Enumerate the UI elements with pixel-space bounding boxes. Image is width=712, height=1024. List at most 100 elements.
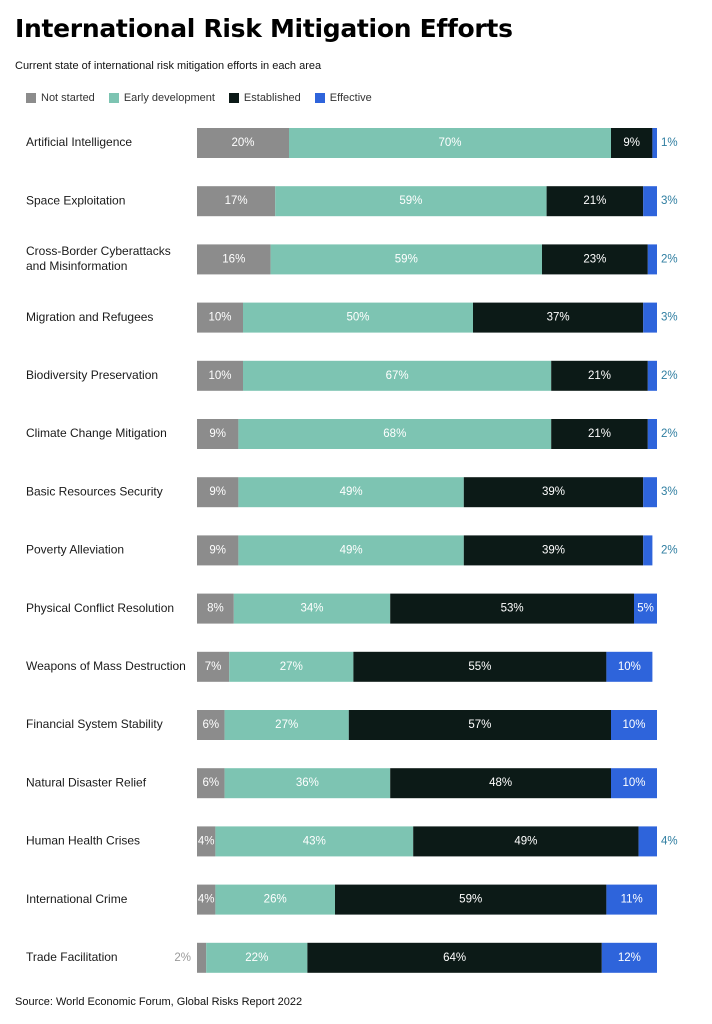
- data-label-weapons-of-mass-destruction-not-started: 7%: [205, 661, 222, 673]
- data-label-migration-and-refugees-established: 37%: [547, 312, 570, 324]
- legend-item-effective: Effective: [314, 92, 372, 104]
- bar-financial-system-stability-early-development: [224, 710, 349, 740]
- category-label-weapons-of-mass-destruction: Weapons of Mass Destruction: [26, 659, 186, 673]
- bar-climate-change-mitigation-early-development: [238, 419, 552, 449]
- legend-item-established: Established: [228, 92, 301, 104]
- bar-biodiversity-preservation-established: [551, 360, 648, 391]
- data-label-poverty-alleviation-effective: 2%: [661, 544, 678, 556]
- bar-basic-resources-security-established: [463, 477, 644, 508]
- data-label-cross-border-cyberattacks-and-misinformation-effective: 2%: [661, 253, 678, 265]
- bar-trade-facilitation-established: [307, 942, 602, 973]
- data-label-international-crime-established: 59%: [459, 894, 482, 906]
- bar-climate-change-mitigation-established: [551, 419, 648, 449]
- bar-poverty-alleviation-effective: [643, 535, 653, 566]
- category-label-biodiversity-preservation: Biodiversity Preservation: [26, 368, 158, 382]
- data-label-artificial-intelligence-established: 9%: [623, 137, 640, 149]
- data-label-artificial-intelligence-effective: 1%: [661, 137, 678, 149]
- data-label-poverty-alleviation-not-started: 9%: [209, 544, 226, 556]
- category-label-trade-facilitation: Trade Facilitation: [26, 950, 118, 964]
- data-label-trade-facilitation-not-started: 2%: [174, 952, 191, 964]
- data-label-biodiversity-preservation-established: 21%: [588, 370, 611, 382]
- data-label-human-health-crises-early-development: 43%: [303, 835, 326, 847]
- legend-item-not-started: Not started: [26, 92, 95, 104]
- data-label-space-exploitation-effective: 3%: [661, 195, 678, 207]
- data-label-biodiversity-preservation-not-started: 10%: [208, 370, 231, 382]
- data-label-financial-system-stability-early-development: 27%: [275, 719, 298, 731]
- data-label-poverty-alleviation-early-development: 49%: [340, 544, 363, 556]
- bar-international-crime-effective: [606, 884, 657, 915]
- bar-biodiversity-preservation-early-development: [243, 360, 552, 391]
- data-label-physical-conflict-resolution-effective: 5%: [637, 603, 654, 615]
- data-label-trade-facilitation-early-development: 22%: [245, 952, 268, 964]
- bar-basic-resources-security-early-development: [238, 477, 464, 508]
- data-label-migration-and-refugees-effective: 3%: [661, 312, 678, 324]
- data-label-weapons-of-mass-destruction-effective: 10%: [618, 661, 641, 673]
- bar-artificial-intelligence-established: [611, 128, 653, 158]
- bar-international-crime-not-started: [197, 884, 216, 915]
- bar-physical-conflict-resolution-not-started: [197, 593, 234, 624]
- bar-space-exploitation-established: [546, 186, 644, 217]
- bar-weapons-of-mass-destruction-established: [353, 651, 607, 682]
- data-label-human-health-crises-established: 49%: [514, 835, 537, 847]
- data-label-climate-change-mitigation-effective: 2%: [661, 428, 678, 440]
- bar-natural-disaster-relief-early-development: [224, 768, 391, 799]
- chart-source: Source: World Economic Forum, Global Ris…: [15, 996, 303, 1008]
- bar-weapons-of-mass-destruction-early-development: [229, 651, 354, 682]
- legend-swatch-not-started: [26, 93, 36, 103]
- category-label-space-exploitation: Space Exploitation: [26, 193, 125, 207]
- bar-trade-facilitation-not-started: [197, 942, 207, 973]
- data-label-financial-system-stability-established: 57%: [468, 719, 491, 731]
- data-label-physical-conflict-resolution-established: 53%: [501, 603, 524, 615]
- category-label-physical-conflict-resolution: Physical Conflict Resolution: [26, 601, 174, 615]
- bar-physical-conflict-resolution-early-development: [233, 593, 391, 624]
- data-label-natural-disaster-relief-effective: 10%: [622, 777, 645, 789]
- category-label-financial-system-stability: Financial System Stability: [26, 717, 163, 731]
- bar-international-crime-established: [335, 884, 607, 915]
- data-label-international-crime-not-started: 4%: [198, 894, 215, 906]
- data-label-natural-disaster-relief-early-development: 36%: [296, 777, 319, 789]
- data-label-financial-system-stability-not-started: 6%: [202, 719, 219, 731]
- data-label-human-health-crises-not-started: 4%: [198, 835, 215, 847]
- data-label-climate-change-mitigation-early-development: 68%: [383, 428, 406, 440]
- legend-swatch-established: [228, 93, 239, 103]
- bar-cross-border-cyberattacks-and-misinformation-early-development: [270, 244, 542, 275]
- data-label-trade-facilitation-established: 64%: [443, 952, 466, 964]
- bar-physical-conflict-resolution-established: [390, 593, 634, 624]
- data-label-basic-resources-security-not-started: 9%: [209, 486, 226, 498]
- data-label-biodiversity-preservation-effective: 2%: [661, 370, 678, 382]
- legend-label-early-development: Early development: [123, 92, 215, 104]
- data-label-human-health-crises-effective: 4%: [661, 835, 678, 847]
- bar-cross-border-cyberattacks-and-misinformation-established: [542, 244, 648, 275]
- bar-financial-system-stability-effective: [611, 710, 657, 740]
- data-label-poverty-alleviation-established: 39%: [542, 544, 565, 556]
- data-label-artificial-intelligence-early-development: 70%: [438, 137, 461, 149]
- category-label-cross-border-cyberattacks-and-misinformation: Cross-Border Cyberattacks and Misinformat…: [26, 244, 171, 273]
- data-label-climate-change-mitigation-established: 21%: [588, 428, 611, 440]
- bar-cross-border-cyberattacks-and-misinformation-not-started: [197, 244, 271, 275]
- bar-basic-resources-security-not-started: [197, 477, 239, 508]
- bar-human-health-crises-not-started: [197, 826, 216, 857]
- bar-natural-disaster-relief-effective: [611, 768, 657, 799]
- bar-migration-and-refugees-not-started: [197, 302, 243, 333]
- chart-title: International Risk Mitigation Efforts: [15, 14, 513, 43]
- data-label-migration-and-refugees-early-development: 50%: [346, 312, 369, 324]
- legend-label-established: Established: [243, 92, 301, 104]
- data-label-biodiversity-preservation-early-development: 67%: [386, 370, 409, 382]
- data-label-basic-resources-security-early-development: 49%: [340, 486, 363, 498]
- bar-physical-conflict-resolution-effective: [634, 593, 657, 624]
- category-label-basic-resources-security: Basic Resources Security: [26, 484, 163, 498]
- bar-natural-disaster-relief-not-started: [197, 768, 225, 799]
- bar-biodiversity-preservation-not-started: [197, 360, 243, 391]
- data-label-physical-conflict-resolution-early-development: 34%: [300, 603, 323, 615]
- legend-swatch-effective: [314, 93, 325, 103]
- legend-item-early-development: Early development: [108, 92, 215, 104]
- bar-human-health-crises-effective: [638, 826, 657, 857]
- bar-international-crime-early-development: [215, 884, 335, 915]
- bar-artificial-intelligence-effective: [652, 128, 657, 158]
- bar-poverty-alleviation-early-development: [238, 535, 464, 566]
- bar-poverty-alleviation-not-started: [197, 535, 239, 566]
- bar-biodiversity-preservation-effective: [647, 360, 657, 391]
- bar-trade-facilitation-effective: [601, 942, 657, 973]
- category-label-artificial-intelligence: Artificial Intelligence: [26, 135, 132, 149]
